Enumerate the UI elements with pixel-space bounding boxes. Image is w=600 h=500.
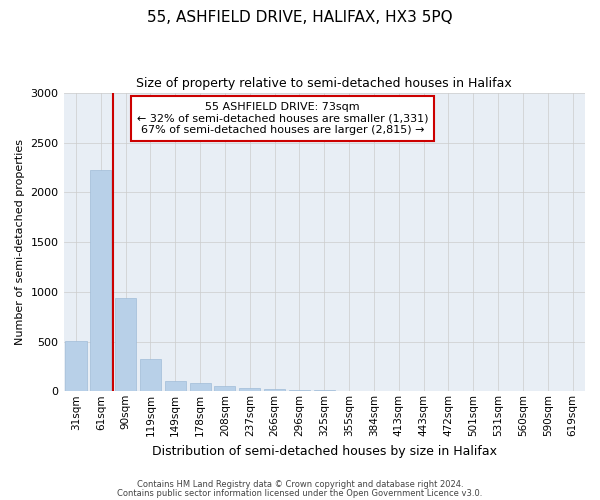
Bar (289, 390, 310, 392)
Text: 55, ASHFIELD DRIVE, HALIFAX, HX3 5PQ: 55, ASHFIELD DRIVE, HALIFAX, HX3 5PQ (147, 10, 453, 25)
Title: Size of property relative to semi-detached houses in Halifax: Size of property relative to semi-detach… (136, 78, 512, 90)
Bar (314, 390, 335, 392)
Text: Contains HM Land Registry data © Crown copyright and database right 2024.: Contains HM Land Registry data © Crown c… (137, 480, 463, 489)
Bar (264, 390, 285, 392)
Text: Contains public sector information licensed under the Open Government Licence v3: Contains public sector information licen… (118, 488, 482, 498)
Bar (239, 388, 260, 392)
X-axis label: Distribution of semi-detached houses by size in Halifax: Distribution of semi-detached houses by … (152, 444, 497, 458)
Bar (65, 340, 86, 392)
Bar (190, 384, 211, 392)
Y-axis label: Number of semi-detached properties: Number of semi-detached properties (15, 139, 25, 345)
Bar (214, 386, 235, 392)
Bar (165, 382, 186, 392)
Text: 55 ASHFIELD DRIVE: 73sqm
← 32% of semi-detached houses are smaller (1,331)
67% o: 55 ASHFIELD DRIVE: 73sqm ← 32% of semi-d… (137, 102, 428, 135)
Bar (140, 360, 161, 392)
Bar (115, 298, 136, 392)
Bar (90, 170, 112, 392)
